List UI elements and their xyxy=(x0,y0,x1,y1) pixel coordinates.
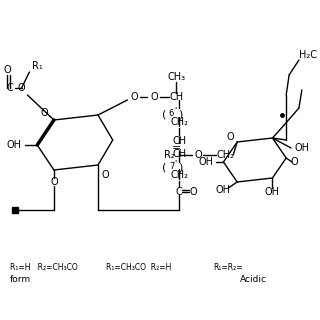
Text: OH: OH xyxy=(7,140,21,150)
Text: C: C xyxy=(6,83,13,93)
Text: ): ) xyxy=(178,162,182,172)
Text: R₂: R₂ xyxy=(164,150,174,160)
Text: O: O xyxy=(189,187,197,197)
Text: O: O xyxy=(194,150,202,160)
Text: R₁=CH₃CO  R₂=H: R₁=CH₃CO R₂=H xyxy=(106,263,171,273)
Text: form: form xyxy=(10,276,31,284)
Text: CH: CH xyxy=(172,149,187,159)
Text: O: O xyxy=(101,170,109,180)
Text: R₁: R₁ xyxy=(32,61,43,71)
Text: R₁=H   R₂=CH₃CO: R₁=H R₂=CH₃CO xyxy=(10,263,77,273)
Text: CH₂: CH₂ xyxy=(170,170,188,180)
Text: CH₃: CH₃ xyxy=(167,72,186,82)
Text: H₂C: H₂C xyxy=(299,50,317,60)
Text: OH: OH xyxy=(199,157,214,167)
Text: =: = xyxy=(172,143,181,153)
Text: CH₂: CH₂ xyxy=(170,117,188,127)
Text: OH: OH xyxy=(265,187,280,197)
Text: O: O xyxy=(3,65,11,75)
Text: CH₂: CH₂ xyxy=(216,150,235,160)
Text: (: ( xyxy=(163,162,167,172)
Text: C: C xyxy=(176,187,183,197)
Text: ): ) xyxy=(178,109,182,119)
Text: CH: CH xyxy=(172,136,187,146)
Text: 6: 6 xyxy=(169,108,174,117)
Text: O: O xyxy=(50,177,58,187)
Text: Acidic: Acidic xyxy=(240,276,267,284)
Text: O: O xyxy=(150,92,158,102)
Text: (: ( xyxy=(163,109,167,119)
Text: OH: OH xyxy=(294,143,309,153)
Text: 7: 7 xyxy=(169,162,174,171)
Text: O: O xyxy=(290,157,298,167)
Text: O: O xyxy=(131,92,138,102)
Text: ': ' xyxy=(174,107,177,116)
Text: OH: OH xyxy=(216,185,231,195)
Text: O: O xyxy=(40,108,48,118)
Text: O: O xyxy=(227,132,234,142)
Text: O: O xyxy=(18,83,25,93)
Text: R₁=R₂=: R₁=R₂= xyxy=(214,263,243,273)
Text: CH: CH xyxy=(169,92,183,102)
Text: ': ' xyxy=(174,159,177,169)
